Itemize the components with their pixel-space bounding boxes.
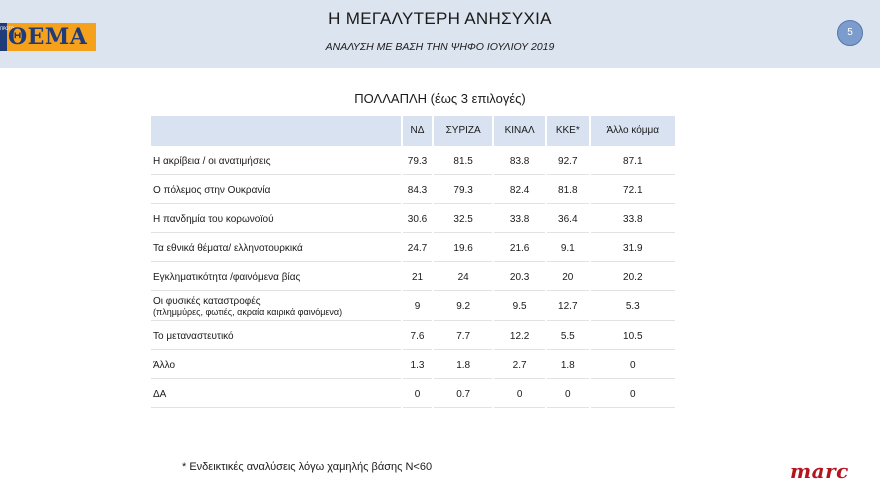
- row-label: Άλλο: [151, 352, 401, 379]
- table-row: ΔΑ 0 0.7 0 0 0: [151, 381, 675, 408]
- cell-value: 1.8: [546, 352, 589, 379]
- footnote: * Ενδεικτικές αναλύσεις λόγω χαμηλής βάσ…: [182, 461, 433, 473]
- table-row: Εγκληματικότητα /φαινόμενα βίας 21 24 20…: [151, 264, 675, 291]
- cell-value: 20.3: [494, 264, 545, 291]
- cell-value: 33.8: [494, 206, 545, 233]
- cell-value: 0: [546, 381, 589, 408]
- cell-value: 5.5: [546, 323, 589, 350]
- cell-value: 10.5: [590, 323, 675, 350]
- cell-value: 0.7: [434, 381, 493, 408]
- cell-value: 9.2: [434, 293, 493, 321]
- row-label: Η ακρίβεια / οι ανατιμήσεις: [151, 148, 401, 175]
- cell-value: 82.4: [494, 177, 545, 204]
- table-title-main: ΠΟΛΛΑΠΛΗ: [354, 91, 428, 106]
- row-label: Οι φυσικές καταστροφές (πλημμύρες, φωτιέ…: [151, 293, 401, 321]
- cell-value: 7.7: [434, 323, 493, 350]
- cell-value: 0: [590, 352, 675, 379]
- row-label-line2: (πλημμύρες, φωτιές, ακραία καιρικά φαινό…: [153, 306, 343, 317]
- cell-value: 31.9: [590, 235, 675, 262]
- row-label: Ο πόλεμος στην Ουκρανία: [151, 177, 401, 204]
- table-row: Ο πόλεμος στην Ουκρανία 84.3 79.3 82.4 8…: [151, 177, 675, 204]
- row-label: Το μεταναστευτικό: [151, 323, 401, 350]
- cell-value: 12.7: [546, 293, 589, 321]
- page-number-badge: 5: [837, 20, 863, 46]
- cell-value: 72.1: [590, 177, 675, 204]
- table-header-row: ΝΔ ΣΥΡΙΖΑ ΚΙΝΑΛ ΚΚΕ* Άλλο κόμμα: [151, 116, 675, 146]
- cell-value: 9: [403, 293, 433, 321]
- cell-value: 79.3: [403, 148, 433, 175]
- row-label: Η πανδημία του κορωνοϊού: [151, 206, 401, 233]
- cell-value: 36.4: [546, 206, 589, 233]
- cell-value: 30.6: [403, 206, 433, 233]
- cell-value: 20.2: [590, 264, 675, 291]
- results-table: ΝΔ ΣΥΡΙΖΑ ΚΙΝΑΛ ΚΚΕ* Άλλο κόμμα Η ακρίβε…: [149, 114, 677, 410]
- column-header: ΣΥΡΙΖΑ: [434, 116, 493, 146]
- row-label: ΔΑ: [151, 381, 401, 408]
- cell-value: 1.8: [434, 352, 493, 379]
- cell-value: 0: [403, 381, 433, 408]
- table-title: ΠΟΛΛΑΠΛΗ (έως 3 επιλογές): [0, 91, 880, 106]
- column-header: ΚΙΝΑΛ: [494, 116, 545, 146]
- table-title-note: (έως 3 επιλογές): [430, 91, 526, 106]
- cell-value: 92.7: [546, 148, 589, 175]
- marc-logo: marc: [790, 459, 849, 483]
- header-blank-cell: [151, 116, 401, 146]
- cell-value: 1.3: [403, 352, 433, 379]
- cell-value: 21.6: [494, 235, 545, 262]
- table-row: Τα εθνικά θέματα/ ελληνοτουρκικά 24.7 19…: [151, 235, 675, 262]
- logo-text: ΘΕΜΑ: [8, 24, 88, 50]
- page-title: Η ΜΕΓΑΛΥΤΕΡΗ ΑΝΗΣΥΧΙΑ: [328, 9, 552, 28]
- header-bar: ΠΡΩΤΟ ΘΕΜΑ Η ΜΕΓΑΛΥΤΕΡΗ ΑΝΗΣΥΧΙΑ ΑΝΑΛΥΣΗ…: [0, 0, 880, 68]
- cell-value: 19.6: [434, 235, 493, 262]
- cell-value: 87.1: [590, 148, 675, 175]
- cell-value: 21: [403, 264, 433, 291]
- cell-value: 5.3: [590, 293, 675, 321]
- row-label: Εγκληματικότητα /φαινόμενα βίας: [151, 264, 401, 291]
- cell-value: 32.5: [434, 206, 493, 233]
- cell-value: 9.1: [546, 235, 589, 262]
- cell-value: 84.3: [403, 177, 433, 204]
- cell-value: 20: [546, 264, 589, 291]
- cell-value: 33.8: [590, 206, 675, 233]
- cell-value: 7.6: [403, 323, 433, 350]
- cell-value: 0: [494, 381, 545, 408]
- cell-value: 81.8: [546, 177, 589, 204]
- cell-value: 12.2: [494, 323, 545, 350]
- table-row: Άλλο 1.3 1.8 2.7 1.8 0: [151, 352, 675, 379]
- cell-value: 24: [434, 264, 493, 291]
- cell-value: 83.8: [494, 148, 545, 175]
- table-row: Η πανδημία του κορωνοϊού 30.6 32.5 33.8 …: [151, 206, 675, 233]
- cell-value: 24.7: [403, 235, 433, 262]
- cell-value: 2.7: [494, 352, 545, 379]
- column-header: ΝΔ: [403, 116, 433, 146]
- column-header: Άλλο κόμμα: [590, 116, 675, 146]
- cell-value: 81.5: [434, 148, 493, 175]
- page-subtitle: ΑΝΑΛΥΣΗ ΜΕ ΒΑΣΗ ΤΗΝ ΨΗΦΟ ΙΟΥΛΙΟΥ 2019: [325, 41, 555, 53]
- cell-value: 0: [590, 381, 675, 408]
- logo-strip: [0, 23, 7, 51]
- column-header: ΚΚΕ*: [546, 116, 589, 146]
- cell-value: 79.3: [434, 177, 493, 204]
- table-row: Οι φυσικές καταστροφές (πλημμύρες, φωτιέ…: [151, 293, 675, 321]
- protothema-logo: ΠΡΩΤΟ ΘΕΜΑ: [0, 23, 96, 51]
- table-row: Η ακρίβεια / οι ανατιμήσεις 79.3 81.5 83…: [151, 148, 675, 175]
- row-label-line1: Οι φυσικές καταστροφές: [153, 295, 261, 307]
- cell-value: 9.5: [494, 293, 545, 321]
- table-row: Το μεταναστευτικό 7.6 7.7 12.2 5.5 10.5: [151, 323, 675, 350]
- row-label: Τα εθνικά θέματα/ ελληνοτουρκικά: [151, 235, 401, 262]
